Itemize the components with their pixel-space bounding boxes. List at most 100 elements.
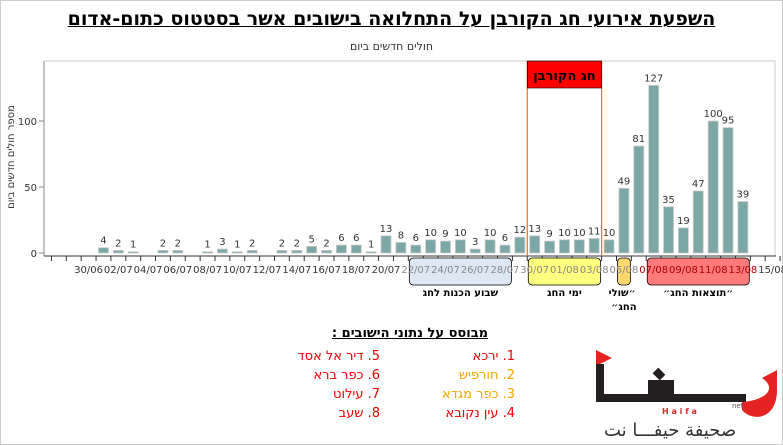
data-label: 10 — [603, 228, 616, 239]
bar — [573, 239, 585, 254]
data-label: 1 — [234, 240, 240, 251]
data-label: 81 — [632, 134, 645, 145]
data-label: 11 — [588, 226, 601, 237]
y-tick-label: 50 — [24, 183, 37, 194]
data-label: 2 — [115, 238, 121, 249]
data-label: 8 — [398, 230, 404, 241]
page-title-text: השפעת אירועי חג הקורבן על התחלואה בישובי… — [67, 8, 716, 30]
data-label: 13 — [528, 224, 541, 235]
bar — [246, 249, 258, 254]
data-label: 6 — [413, 233, 419, 244]
period-box — [617, 257, 631, 286]
bar — [217, 248, 228, 254]
data-label: 2 — [160, 238, 166, 249]
x-tick-label: 01/08 — [550, 265, 579, 276]
data-label: 6 — [502, 233, 508, 244]
data-label: 6 — [338, 233, 344, 244]
source-town: 2. חורפיש — [458, 368, 515, 383]
period-label: ״תוצאות החג״ — [663, 288, 733, 299]
x-tick-label: 18/07 — [342, 265, 371, 276]
y-tick-label: 0 — [31, 249, 37, 260]
bar — [321, 249, 332, 254]
data-label: 12 — [513, 225, 526, 236]
bar — [454, 239, 466, 254]
bar — [365, 251, 377, 254]
x-tick-label: 10/07 — [223, 265, 252, 276]
bar — [335, 244, 347, 254]
x-tick-label: 16/07 — [312, 265, 341, 276]
bar — [603, 239, 615, 254]
data-label: 10 — [558, 228, 571, 239]
bar — [529, 235, 541, 254]
data-label: 2 — [175, 238, 181, 249]
data-label: 5 — [308, 234, 314, 245]
bar — [350, 244, 362, 254]
data-label: 10 — [454, 228, 467, 239]
data-label: 1 — [204, 240, 210, 251]
data-label: 9 — [546, 229, 552, 240]
bar — [291, 249, 303, 254]
bar — [737, 201, 749, 254]
x-tick-label: 15/08 — [758, 265, 783, 276]
x-tick-label: 22/07 — [401, 265, 430, 276]
data-label: 10 — [484, 228, 497, 239]
bar — [678, 227, 689, 254]
x-tick-label: 08/07 — [193, 265, 222, 276]
haifa-net-logo: H a i f a net صحيفة حيفـــا نت — [596, 350, 777, 441]
data-label: 3 — [219, 237, 225, 248]
data-label: 4 — [100, 236, 106, 247]
data-label: 2 — [323, 238, 329, 249]
data-label: 6 — [353, 233, 359, 244]
bar — [499, 244, 511, 254]
bar — [692, 190, 704, 254]
bar — [425, 239, 437, 254]
data-label: 13 — [380, 224, 393, 235]
bar — [618, 187, 630, 254]
bar — [559, 239, 570, 254]
bar — [172, 249, 184, 254]
data-label: 47 — [692, 179, 705, 190]
period-box — [527, 257, 602, 286]
x-tick-label: 03/08 — [580, 265, 609, 276]
bar — [112, 249, 124, 254]
bar — [663, 206, 674, 254]
x-tick-label: 26/07 — [461, 265, 490, 276]
bar — [157, 249, 169, 254]
data-label: 100 — [704, 109, 723, 120]
y-tick-label: 100 — [18, 117, 37, 128]
period-label-line: ״שולי — [609, 288, 636, 299]
source-town: 4. עין נקובא — [445, 406, 515, 421]
bar — [98, 247, 109, 254]
bar — [306, 245, 318, 254]
data-label: 2 — [279, 238, 285, 249]
bar — [276, 249, 288, 254]
x-tick-label: 02/07 — [104, 265, 133, 276]
data-label: 1 — [130, 240, 136, 251]
x-tick-label: 13/08 — [728, 265, 757, 276]
bar — [544, 240, 555, 254]
data-label: 95 — [722, 116, 735, 127]
page-title: השפעת אירועי חג הקורבן על התחלואה בישובי… — [0, 8, 783, 30]
source-town: 3. כפר מגדא — [442, 387, 515, 402]
period-box — [408, 257, 512, 286]
x-tick-label: 28/07 — [491, 265, 520, 276]
x-tick-label: 20/07 — [372, 265, 401, 276]
bar — [514, 236, 526, 254]
data-label: 10 — [424, 228, 437, 239]
bar — [202, 251, 213, 254]
x-tick-label: 30/07 — [520, 265, 549, 276]
chart-title: חולים חדשים ביום — [349, 40, 434, 53]
x-tick-label: 12/07 — [253, 265, 282, 276]
period-label: שבוע הכנות לחג — [423, 288, 499, 299]
x-tick-label: 14/07 — [282, 265, 311, 276]
source-town: 8. שעב — [338, 406, 380, 421]
bar — [633, 145, 645, 254]
period-label: ״שולי החג״ — [609, 288, 640, 313]
data-label: 3 — [472, 237, 478, 248]
period-label: ימי החג — [547, 288, 582, 299]
source-town: 7. עילוט — [333, 387, 380, 402]
y-axis-label: מספר חולים חדשים ביום — [6, 105, 17, 209]
bar — [127, 251, 139, 254]
logo-latin: H a i f a — [662, 407, 697, 416]
